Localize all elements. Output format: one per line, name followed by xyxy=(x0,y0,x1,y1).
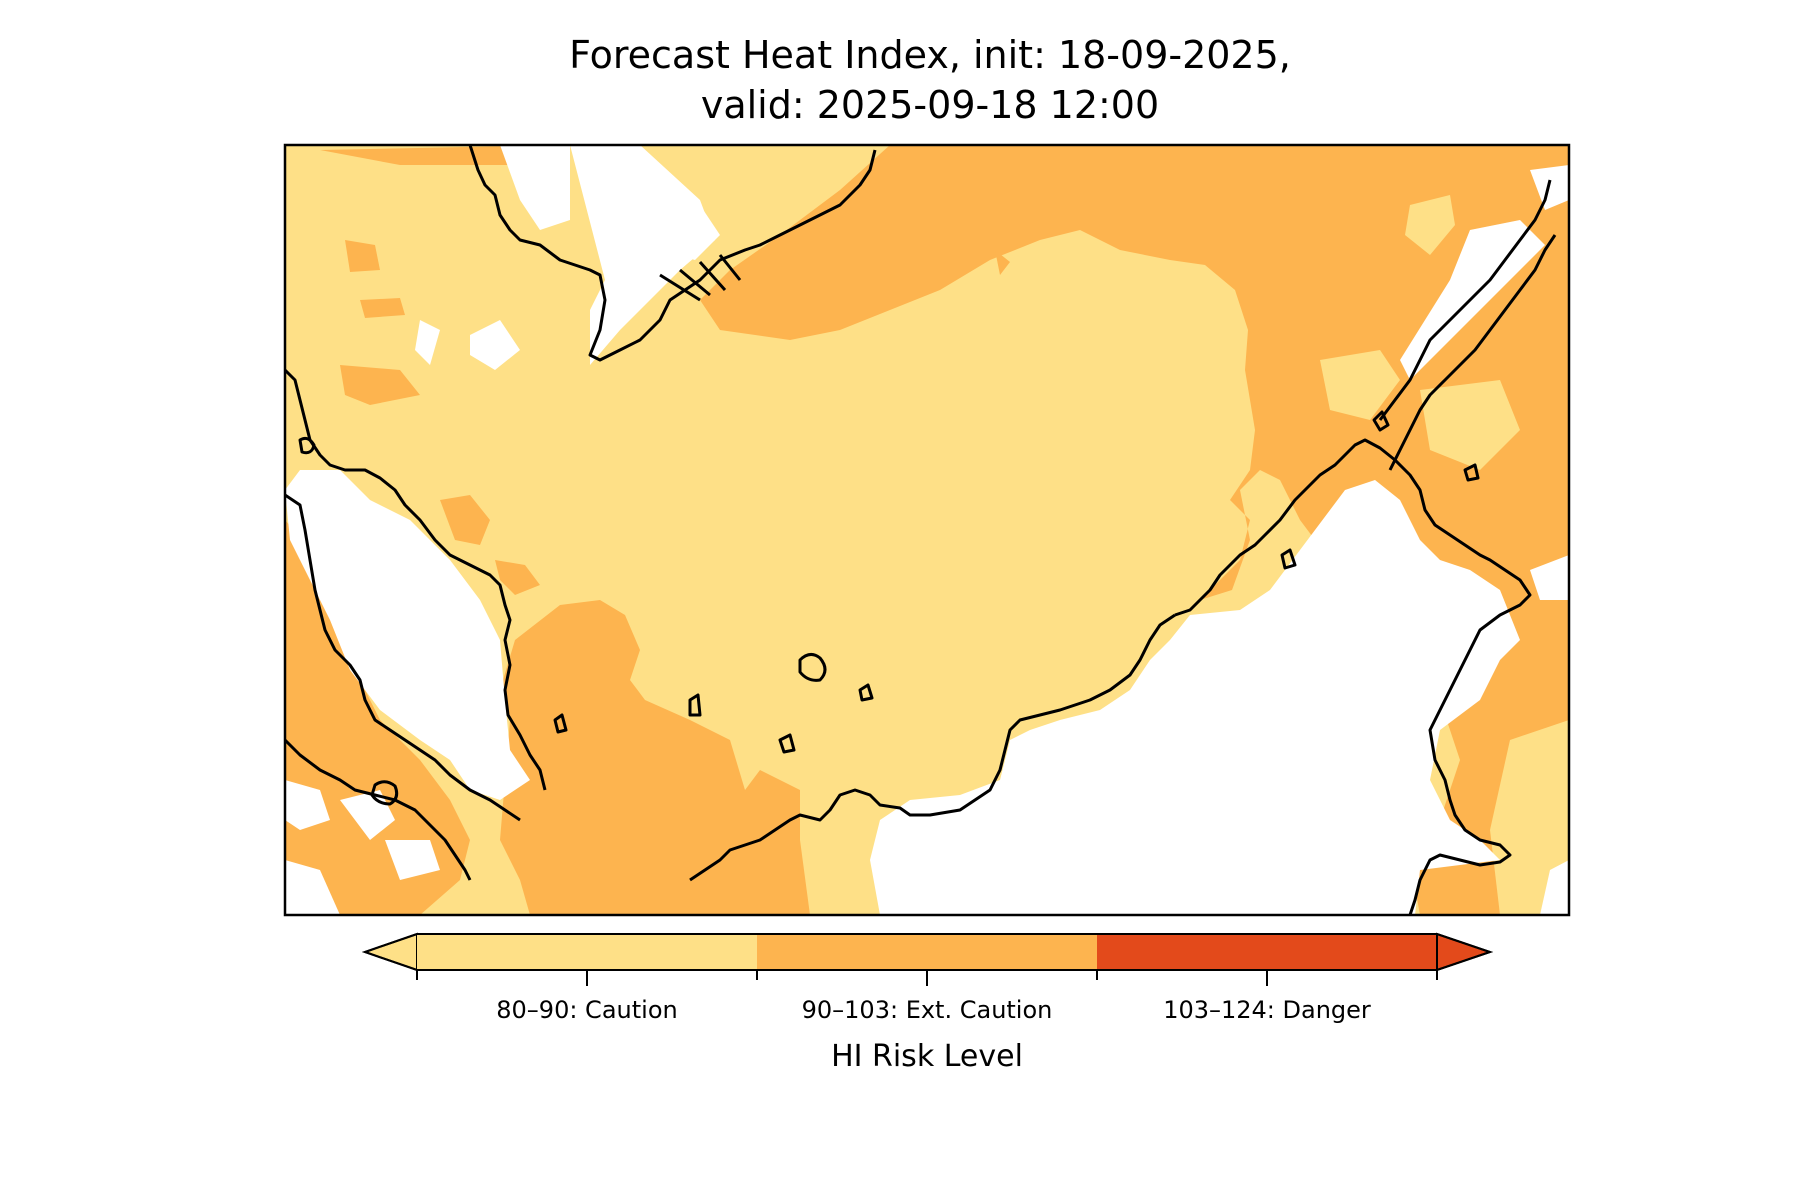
land-fragment xyxy=(655,205,720,260)
colorbar-tick-label-extreme-caution: 90–103: Ext. Caution xyxy=(802,996,1053,1024)
ext-caution-patch-7 xyxy=(320,145,560,165)
ext-caution-patch-4 xyxy=(340,365,420,405)
map-frame xyxy=(283,143,1571,917)
island-southwest xyxy=(370,780,399,806)
colorbar-title: HI Risk Level xyxy=(831,1039,1023,1074)
coast-northeast-peninsula xyxy=(1388,234,1557,471)
map-panel xyxy=(285,145,1569,915)
island-south-2 xyxy=(688,693,702,717)
caution-patch xyxy=(1405,195,1455,255)
colorbar: 80–90: Caution 90–103: Ext. Caution 103–… xyxy=(361,932,1494,1074)
land-fragment xyxy=(500,145,570,230)
coast-west-peninsula-east xyxy=(285,368,547,791)
coast-northeast-peninsula-2 xyxy=(1378,179,1552,421)
ext-caution-patch-3 xyxy=(495,560,540,595)
ext-caution-patch xyxy=(995,250,1010,275)
island-west xyxy=(298,436,316,455)
land-fragment xyxy=(470,320,520,370)
land-northeast-peninsula xyxy=(1400,220,1545,380)
ext-caution-patch-2 xyxy=(440,495,490,545)
ext-caution-northeast xyxy=(700,145,1569,915)
colorbar-tick-label-danger: 103–124: Danger xyxy=(1163,996,1371,1024)
island-east-3 xyxy=(1280,548,1297,570)
ext-caution-south-sea xyxy=(500,600,810,915)
island-east xyxy=(1463,463,1480,482)
island-center-2 xyxy=(858,683,874,702)
land-fragment xyxy=(1530,555,1569,600)
land-fragment xyxy=(415,320,440,365)
land-fragment xyxy=(285,860,340,915)
map-title-line1: Forecast Heat Index, init: 18-09-2025, xyxy=(569,33,1291,77)
island-east-2 xyxy=(1372,410,1390,432)
land-north-peninsula xyxy=(570,145,715,365)
land-fragment xyxy=(455,720,485,755)
land-no-data xyxy=(285,145,1569,915)
land-fragment xyxy=(1540,860,1569,915)
map-title-line2: valid: 2025-09-18 12:00 xyxy=(700,83,1160,127)
caution-patch xyxy=(1320,350,1400,420)
land-east-landmass xyxy=(870,480,1520,915)
colorbar-segment-danger xyxy=(1097,934,1437,970)
ext-caution-patch-6 xyxy=(360,298,405,318)
coast-east-landmass xyxy=(1174,438,1532,915)
island-center-3 xyxy=(778,733,796,754)
colorbar-tick-label-caution: 80–90: Caution xyxy=(496,996,677,1024)
colorbar-ticks xyxy=(416,970,1438,986)
coast-west-peninsula-west xyxy=(285,493,521,822)
land-fragment xyxy=(285,780,330,830)
island-south xyxy=(553,713,568,734)
colorbar-segment-extreme-caution xyxy=(757,934,1097,970)
island-center xyxy=(798,653,827,682)
coast-fjords xyxy=(659,254,742,302)
coast-east-landmass-south xyxy=(689,613,1176,882)
colorbar-extend-right xyxy=(1436,932,1494,972)
land-west-peninsula xyxy=(285,470,530,800)
caution-patch xyxy=(1490,720,1569,915)
coast-north xyxy=(468,145,877,362)
coastlines xyxy=(285,145,1557,915)
caution-patches xyxy=(1320,195,1569,915)
ext-caution-patch-5 xyxy=(345,240,380,272)
colorbar-extend-left xyxy=(361,932,418,972)
caution-patch xyxy=(1420,380,1520,470)
land-fragment xyxy=(385,840,440,880)
colorbar-segment-caution xyxy=(417,934,757,970)
